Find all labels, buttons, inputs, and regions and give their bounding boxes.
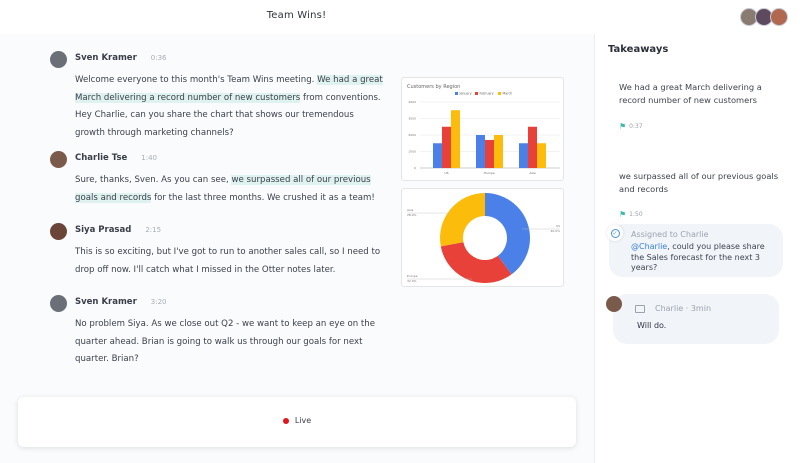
svg-text:Asia: Asia — [407, 208, 413, 212]
avatar — [50, 295, 67, 312]
donut-chart: Asia 28.0% Europe 32.0% US 40.0% — [407, 193, 560, 284]
live-label: Live — [294, 416, 312, 425]
assignment-card[interactable]: Assigned to Charlie @Charlie, could you … — [609, 224, 783, 277]
pin-icon: ⚑ — [619, 122, 627, 131]
live-status-bar[interactable]: Live — [18, 397, 576, 447]
takeaway-item[interactable]: We had a great March delivering a record… — [619, 82, 762, 105]
avatar — [50, 151, 67, 168]
assigned-check-icon[interactable]: ✓ — [607, 225, 623, 241]
message-text: Sure, thanks, Sven. As you can see, we s… — [75, 175, 375, 203]
reply-text: Will do. — [637, 321, 667, 330]
speaker-name: Sven Kramer — [75, 297, 137, 307]
bar-chart: Customers by Region January February Mar… — [407, 84, 560, 175]
avatar — [606, 296, 622, 312]
assignment-text: @Charlie, could you please share the Sal… — [631, 242, 765, 272]
svg-text:February: February — [480, 92, 494, 96]
svg-text:0: 0 — [414, 166, 416, 170]
avatar[interactable] — [770, 8, 788, 26]
svg-text:32.0%: 32.0% — [407, 279, 417, 283]
svg-text:March: March — [503, 92, 513, 96]
speaker-name: Sven Kramer — [75, 53, 137, 63]
message-text: No problem Siya. As we close out Q2 - we… — [75, 319, 376, 364]
svg-text:Europe: Europe — [484, 171, 495, 175]
svg-text:3000: 3000 — [408, 117, 416, 121]
timestamp[interactable]: 2:15 — [145, 226, 162, 234]
svg-text:Asia: Asia — [529, 171, 535, 175]
timestamp[interactable]: 1:40 — [141, 154, 157, 162]
svg-text:2000: 2000 — [408, 133, 416, 137]
svg-text:1000: 1000 — [408, 150, 416, 154]
pin-icon: ⚑ — [619, 210, 627, 219]
meeting-title: Team Wins! — [266, 10, 327, 21]
takeaway-timestamp[interactable]: ⚑ 1:50 — [619, 210, 643, 219]
transcript-panel: Sven Kramer 0:36 Welcome everyone to thi… — [0, 34, 594, 463]
speaker-name: Siya Prasad — [75, 225, 132, 235]
message-text: Welcome everyone to this month's Team Wi… — [75, 75, 383, 138]
comment-icon — [635, 304, 645, 313]
speaker-name: Charlie Tse — [75, 153, 128, 163]
participant-avatars[interactable] — [740, 8, 788, 26]
avatar — [50, 51, 67, 68]
svg-text:Customers by Region: Customers by Region — [407, 84, 460, 90]
svg-text:4000: 4000 — [408, 100, 416, 104]
reply-card[interactable]: Charlie · 3min Will do. — [613, 294, 779, 344]
message-text: This is so exciting, but I've got to run… — [75, 247, 381, 275]
bar-chart-card[interactable]: Customers by Region January February Mar… — [401, 77, 564, 181]
top-bar: Team Wins! — [0, 0, 800, 34]
svg-text:January: January — [459, 92, 472, 96]
takeaways-title: Takeaways — [608, 44, 669, 55]
svg-text:US: US — [444, 171, 448, 175]
assignment-label: Assigned to Charlie — [631, 230, 709, 239]
live-dot-icon — [282, 417, 289, 424]
svg-text:US: US — [556, 224, 560, 228]
svg-text:Europe: Europe — [407, 274, 418, 278]
live-indicator: Live — [18, 416, 576, 425]
donut-chart-card[interactable]: Asia 28.0% Europe 32.0% US 40.0% — [401, 188, 564, 287]
svg-text:40.0%: 40.0% — [550, 229, 560, 233]
takeaway-item[interactable]: we surpassed all of our previous goals a… — [619, 171, 779, 194]
svg-text:28.0%: 28.0% — [407, 213, 417, 217]
timestamp[interactable]: 0:36 — [150, 54, 167, 62]
takeaways-panel: Takeaways We had a great March deliverin… — [594, 34, 800, 463]
takeaway-timestamp[interactable]: ⚑ 0:37 — [619, 122, 643, 131]
mention-link[interactable]: @Charlie — [631, 242, 668, 251]
avatar — [50, 223, 67, 240]
timestamp[interactable]: 3:20 — [150, 298, 167, 306]
reply-meta: Charlie · 3min — [655, 304, 712, 313]
